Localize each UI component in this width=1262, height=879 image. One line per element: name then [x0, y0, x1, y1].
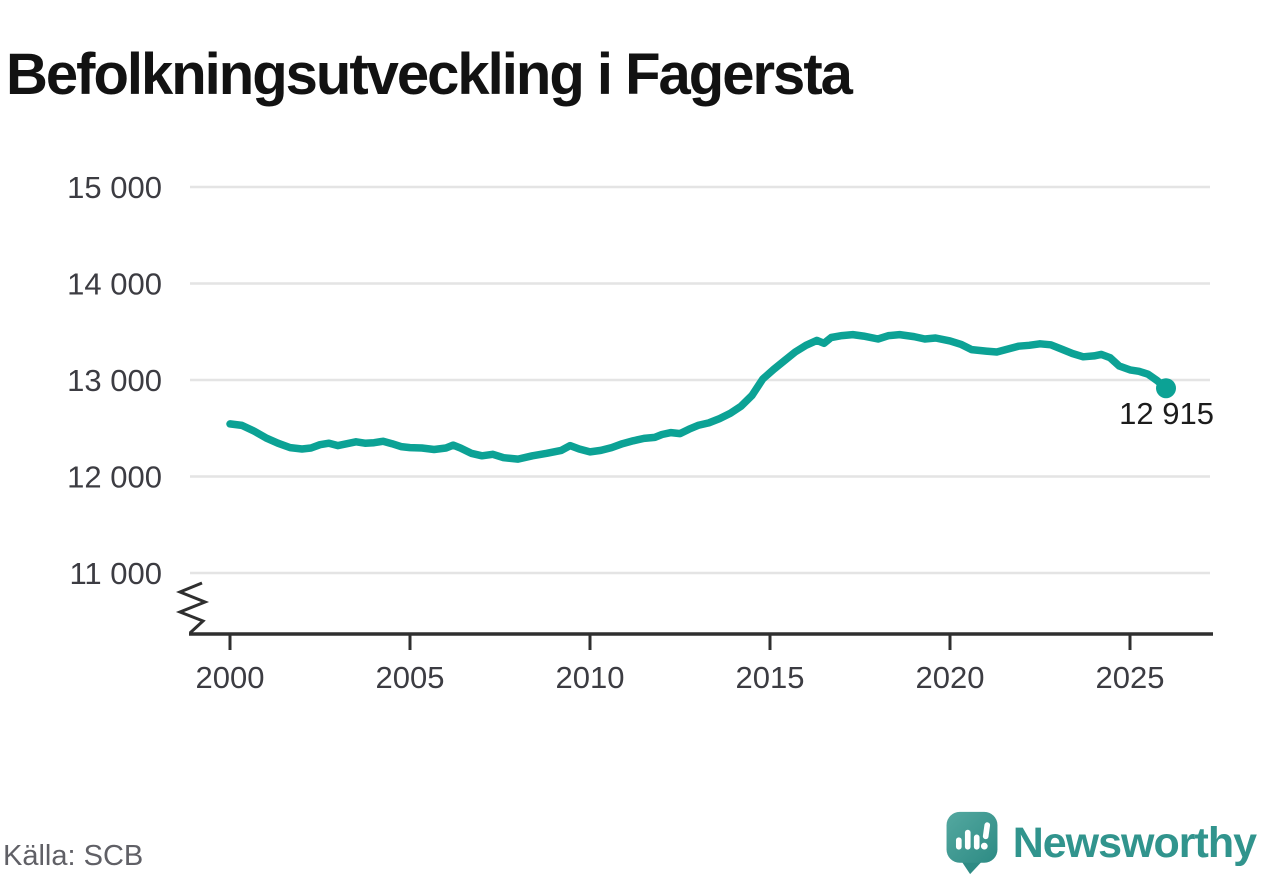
x-tick-label: 2000 — [196, 660, 265, 695]
chart-title: Befolkningsutveckling i Fagersta — [6, 41, 853, 107]
mini-bar-chart-icon — [955, 822, 990, 850]
y-tick-label: 13 000 — [67, 363, 162, 398]
y-tick-label: 12 000 — [67, 460, 162, 495]
x-tick-label: 2010 — [556, 660, 625, 695]
speech-bubble — [946, 811, 998, 863]
newsworthy-wordmark: Newsworthy — [1012, 818, 1257, 867]
x-tick-label: 2020 — [916, 660, 985, 695]
x-tick-label: 2025 — [1096, 660, 1165, 695]
end-point-dot — [1156, 378, 1176, 399]
newsworthy-mark-icon — [946, 811, 998, 875]
source-caption: Källa: SCB — [3, 840, 144, 872]
y-tick-label: 15 000 — [67, 170, 162, 205]
data-line — [226, 330, 1170, 463]
x-tick-label: 2005 — [376, 660, 445, 695]
axis-break-icon — [175, 581, 210, 635]
x-tick-label: 2015 — [736, 660, 805, 695]
speech-bubble-tail — [960, 859, 984, 875]
y-tick-label: 11 000 — [69, 556, 162, 591]
newsworthy-logo: Newsworthy — [943, 810, 1257, 876]
end-value-label: 12 915 — [1119, 396, 1214, 431]
y-tick-label: 14 000 — [67, 267, 162, 302]
